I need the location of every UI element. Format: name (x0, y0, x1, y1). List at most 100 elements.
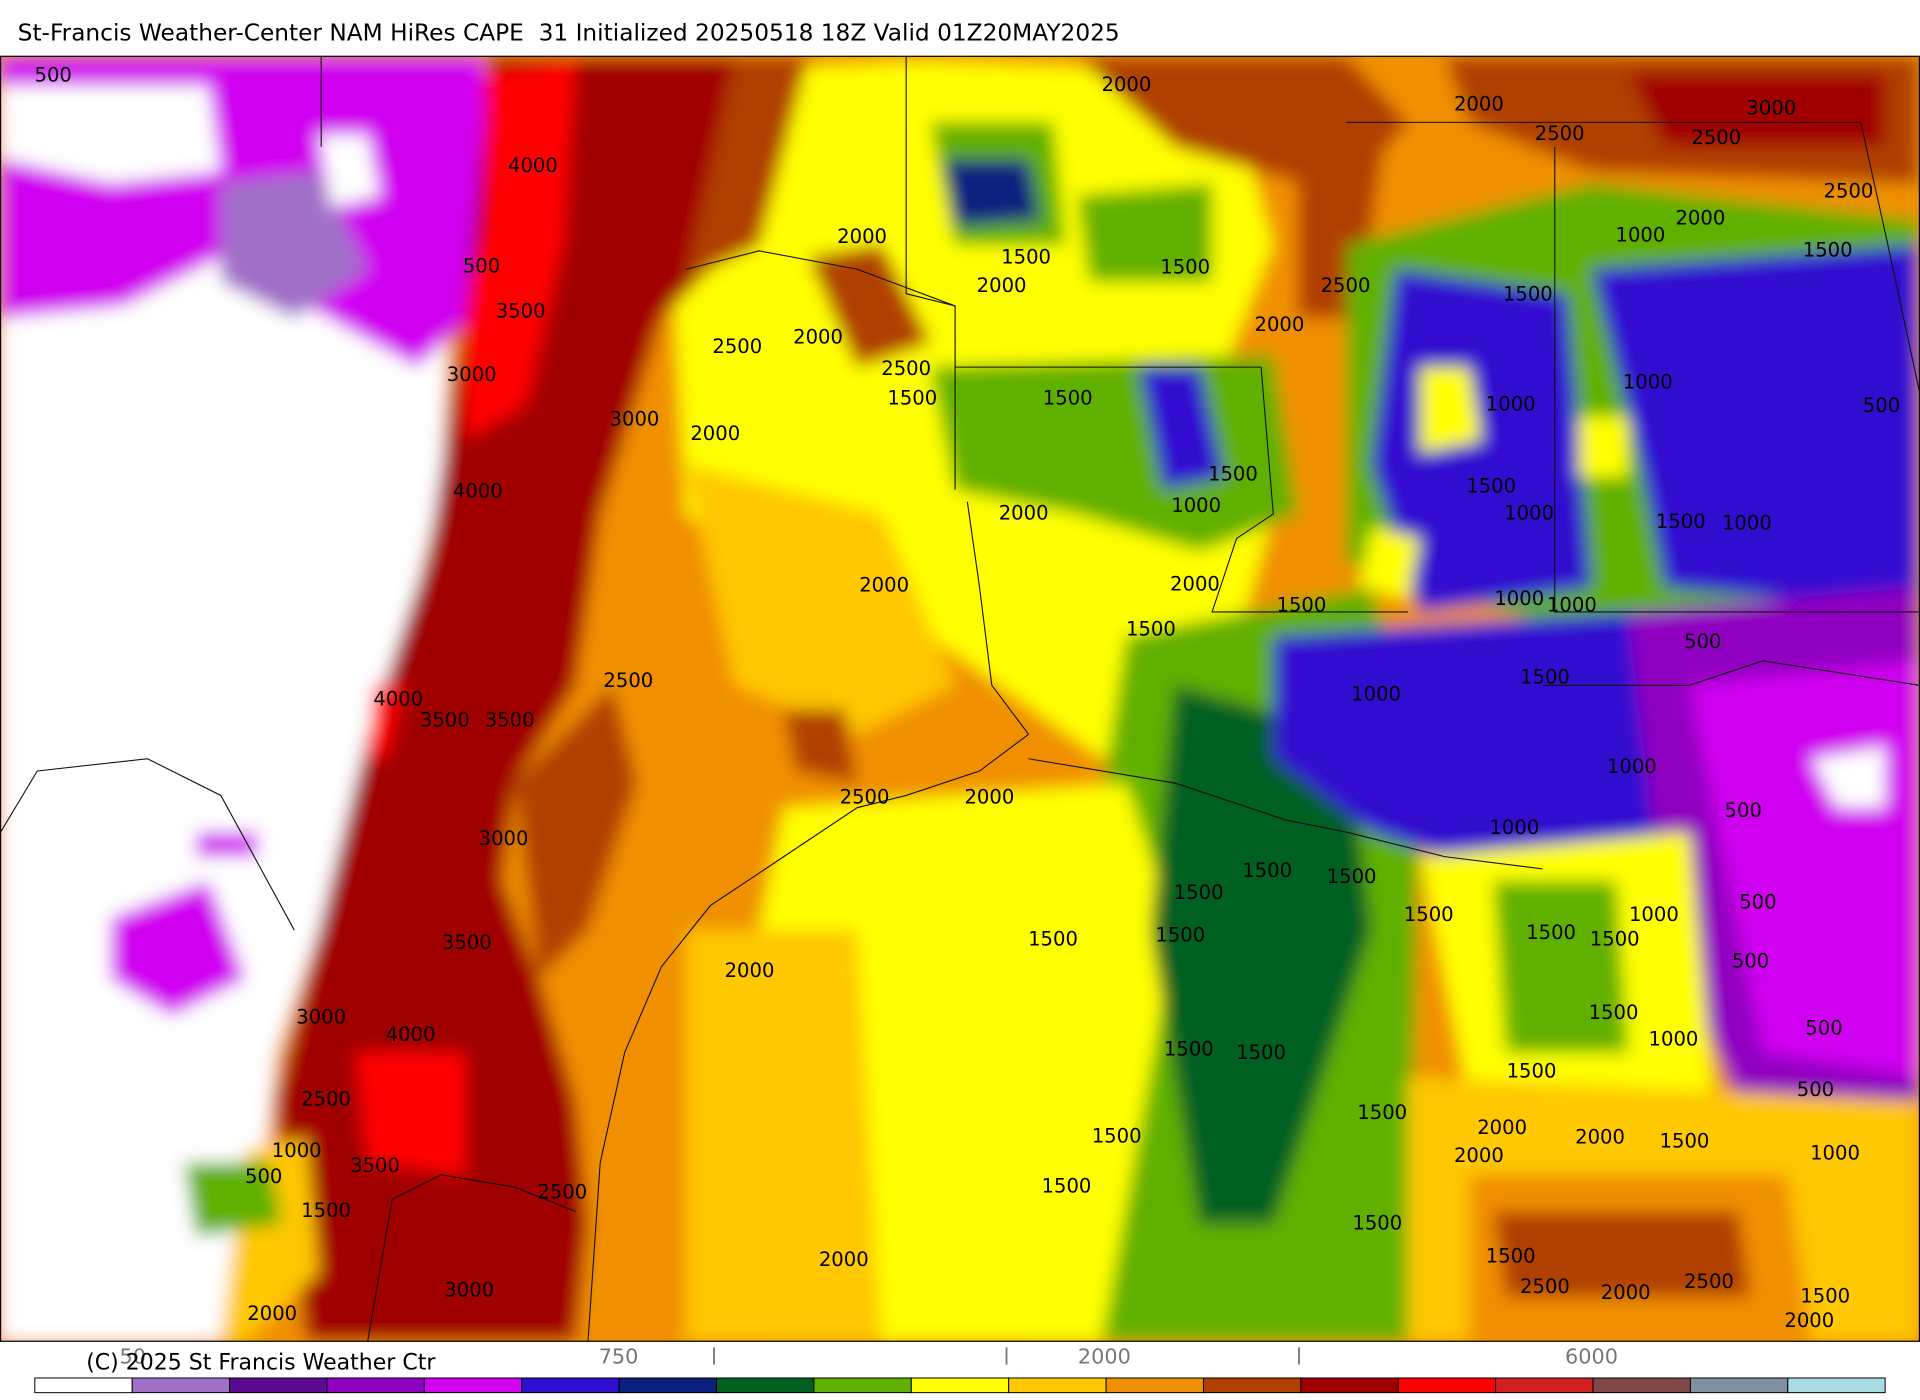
contour-label: 2000 (1102, 73, 1152, 96)
contour-label: 1500 (1656, 510, 1706, 533)
contour-label: 2500 (603, 669, 653, 692)
colorbar-swatch (229, 1377, 328, 1394)
contour-label: 1500 (1001, 246, 1051, 269)
cape-region (1138, 367, 1225, 490)
contour-label: 1500 (1803, 238, 1853, 261)
contour-label: 1000 (1649, 1028, 1699, 1051)
contour-label: 2500 (1321, 274, 1371, 297)
contour-label: 500 (1725, 799, 1762, 822)
colorbar-swatch (716, 1377, 815, 1394)
contour-label: 3000 (444, 1279, 494, 1302)
contour-label: 2000 (1575, 1126, 1625, 1149)
contour-label: 3000 (479, 827, 529, 850)
contour-label: 1500 (1164, 1038, 1214, 1061)
cape-region (184, 1162, 283, 1237)
contour-label: 1500 (1486, 1244, 1536, 1267)
contour-labels: 500 4000 500 3500 3000 3000 2500 2000 2000 2500 15… (34, 63, 1900, 1332)
contour-label: 1000 (1722, 511, 1772, 534)
contour-label: 2000 (1675, 207, 1725, 230)
contour-label: 1000 (1486, 393, 1536, 416)
cape-field (0, 56, 1920, 1342)
colorbar-label: 6000 (1565, 1344, 1618, 1368)
cape-region (367, 685, 405, 759)
cape-region (355, 1052, 466, 1175)
border-line (1346, 121, 1920, 392)
border-line (905, 56, 956, 490)
contour-label: 1500 (1590, 927, 1640, 950)
contour-label: 1500 (1503, 282, 1553, 305)
contour-label: 1000 (1504, 501, 1554, 524)
contour-label: 1000 (1616, 224, 1666, 247)
contour-label: 2000 (1454, 1144, 1504, 1167)
contour-label: 500 (34, 63, 71, 86)
colorbar-swatch (1495, 1377, 1594, 1394)
contour-label: 1500 (887, 386, 937, 409)
cape-region (1493, 1211, 1751, 1298)
cape-region (685, 56, 809, 282)
contour-label: 2000 (859, 574, 909, 597)
contour-label: 2500 (1520, 1275, 1570, 1298)
cape-region (1591, 244, 1920, 612)
contour-label: 2000 (1784, 1309, 1834, 1332)
contour-label: 500 (463, 254, 500, 277)
contour-label: 2000 (964, 785, 1014, 808)
contour-label: 1000 (1489, 816, 1539, 839)
contour-label: 1000 (1623, 371, 1673, 394)
colorbar-swatch (1202, 1377, 1302, 1394)
contour-label: 4000 (386, 1023, 436, 1046)
contour-label: 1500 (1160, 256, 1210, 279)
cape-region (1273, 611, 1665, 882)
border-line (1028, 758, 1543, 870)
contour-label: 2000 (837, 225, 887, 248)
colorbar-swatch (34, 1377, 133, 1394)
contour-label: 1000 (1171, 494, 1221, 517)
colorbar-swatch (1689, 1377, 1789, 1394)
contour-label: 1500 (1208, 462, 1258, 485)
contour-label: 2000 (725, 959, 775, 982)
contour-label: 1500 (1466, 475, 1516, 498)
contour-label: 1000 (1547, 593, 1597, 616)
cape-region (514, 685, 637, 980)
border-line (0, 758, 295, 931)
colorbar-swatch (423, 1377, 523, 1394)
border-line (1554, 146, 1920, 613)
contour-label: 1500 (1507, 1060, 1557, 1083)
cape-region (110, 881, 246, 1016)
contour-label: 2000 (1454, 93, 1504, 116)
colorbar-swatch (1008, 1377, 1107, 1394)
cape-region (0, 73, 454, 1342)
border-line (966, 501, 1029, 735)
colorbar-label: 50 (119, 1344, 145, 1368)
contour-label: 1000 (1810, 1142, 1860, 1165)
colorbar-swatch (1105, 1377, 1204, 1394)
contour-label: 500 (1863, 394, 1900, 417)
contour-label: 4000 (373, 688, 423, 711)
contour-label: 3500 (350, 1154, 400, 1177)
contour-label: 2000 (1601, 1281, 1651, 1304)
contour-label: 1000 (1494, 587, 1544, 610)
colorbar-swatch (618, 1377, 718, 1394)
contour-label: 3500 (442, 931, 492, 954)
contour-label: 4000 (453, 479, 503, 502)
cape-region (196, 832, 258, 857)
colorbar-swatch (1300, 1377, 1399, 1394)
contour-label: 1000 (272, 1139, 322, 1162)
contour-label: 3500 (420, 708, 470, 731)
contour-label: 3000 (296, 1006, 346, 1029)
title: St-Francis Weather-Center NAM HiRes CAPE… (18, 19, 1120, 46)
contour-label: 2500 (881, 357, 931, 380)
colorbar-swatch (521, 1377, 620, 1394)
contour-label: 2500 (1824, 180, 1874, 203)
contour-label: 2000 (690, 422, 740, 445)
cape-region (1811, 746, 1886, 808)
contour-label: 2000 (1170, 572, 1220, 595)
contour-label: 3500 (496, 300, 546, 323)
contour-label: 1500 (1520, 665, 1570, 688)
cape-region (1077, 183, 1213, 282)
contour-label: 2000 (1254, 313, 1304, 336)
colorbar-swatch (131, 1377, 231, 1394)
contour-label: 1000 (1607, 755, 1657, 778)
contour-label: 500 (1797, 1078, 1834, 1101)
colorbar-label: 2000 (1078, 1344, 1131, 1368)
